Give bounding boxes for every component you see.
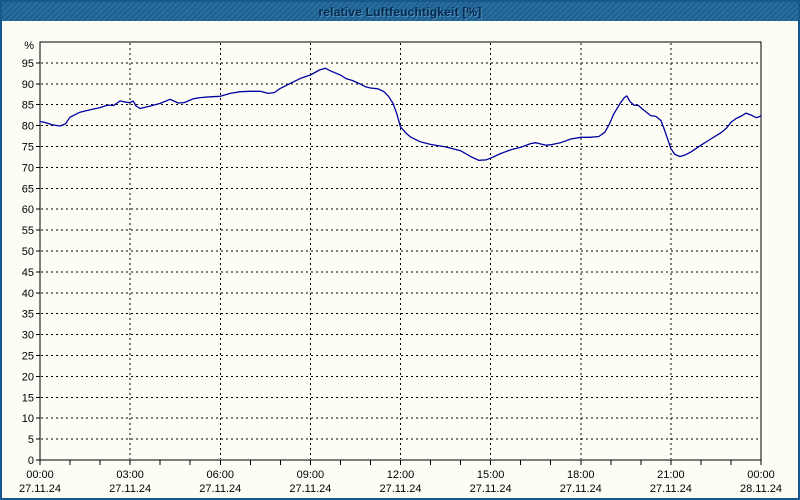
- svg-text:55: 55: [22, 225, 34, 237]
- svg-text:00:00: 00:00: [26, 469, 54, 481]
- svg-text:15:00: 15:00: [477, 469, 505, 481]
- svg-text:27.11.24: 27.11.24: [199, 483, 241, 495]
- svg-text:27.11.24: 27.11.24: [109, 483, 151, 495]
- svg-text:27.11.24: 27.11.24: [289, 483, 331, 495]
- svg-text:30: 30: [22, 330, 34, 342]
- svg-text:20: 20: [22, 371, 34, 383]
- svg-text:50: 50: [22, 246, 34, 258]
- svg-text:27.11.24: 27.11.24: [560, 483, 602, 495]
- series-line-relative-luftfeuchtigkeit: [39, 67, 762, 161]
- svg-text:35: 35: [22, 309, 34, 321]
- gridlines: [41, 43, 760, 459]
- svg-text:27.11.24: 27.11.24: [19, 483, 61, 495]
- svg-text:75: 75: [22, 142, 34, 154]
- svg-text:00:00: 00:00: [747, 469, 775, 481]
- chart-region: 0 5 10 15 20 25 30 35 40 45 50 55 60 65 70 75 80 85 90 95% 0…: [2, 21, 798, 498]
- svg-text:25: 25: [22, 351, 34, 363]
- svg-text:80: 80: [22, 121, 34, 133]
- svg-text:65: 65: [22, 183, 34, 195]
- svg-text:70: 70: [22, 162, 34, 174]
- svg-text:12:00: 12:00: [387, 469, 415, 481]
- svg-text:27.11.24: 27.11.24: [379, 483, 421, 495]
- svg-text:18:00: 18:00: [567, 469, 595, 481]
- svg-text:95: 95: [22, 58, 34, 70]
- svg-text:0: 0: [28, 455, 34, 467]
- axis-ticks: [36, 62, 762, 465]
- svg-text:60: 60: [22, 204, 34, 216]
- y-axis-unit-label: %: [24, 40, 34, 52]
- svg-text:03:00: 03:00: [116, 469, 144, 481]
- svg-text:28.11.24: 28.11.24: [740, 483, 782, 495]
- svg-text:45: 45: [22, 267, 34, 279]
- svg-text:5: 5: [28, 434, 34, 446]
- svg-text:90: 90: [22, 79, 34, 91]
- svg-text:09:00: 09:00: [297, 469, 325, 481]
- humidity-line-chart: 05101520253035404550556065707580859095%0…: [19, 40, 782, 495]
- svg-text:15: 15: [22, 392, 34, 404]
- window-titlebar: relative Luftfeuchtigkeit [%]: [2, 2, 798, 21]
- svg-text:27.11.24: 27.11.24: [470, 483, 512, 495]
- y-axis-labels: 0 5 10 15 20 25 30 35 40 45 50 55 60 65 70 75 80 85 90 95%: [22, 40, 34, 467]
- svg-text:21:00: 21:00: [657, 469, 685, 481]
- svg-text:85: 85: [22, 100, 34, 112]
- svg-text:27.11.24: 27.11.24: [650, 483, 692, 495]
- svg-text:40: 40: [22, 288, 34, 300]
- svg-text:10: 10: [22, 413, 34, 425]
- window-title: relative Luftfeuchtigkeit [%]: [318, 4, 482, 19]
- svg-text:06:00: 06:00: [206, 469, 234, 481]
- x-axis-labels: 00:00 27.11.24 03:00 27.11.24 06:00 27.11.24 0…: [19, 469, 782, 495]
